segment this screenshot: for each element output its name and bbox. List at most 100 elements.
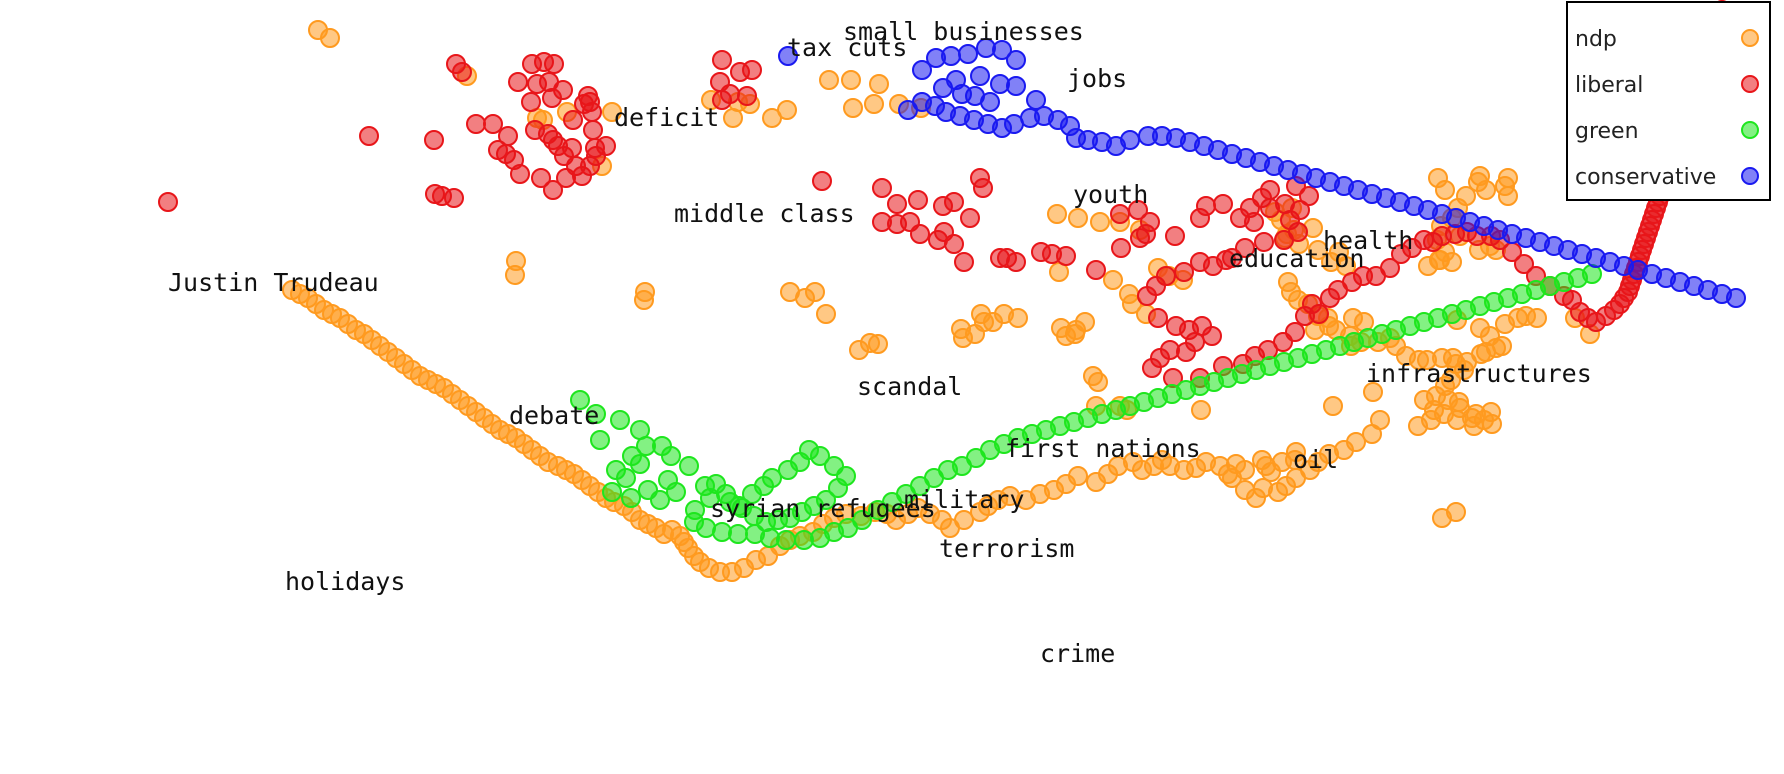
- point-liberal-20: [531, 168, 551, 188]
- point-ndp-81: [1498, 186, 1518, 206]
- point-liberal-5: [508, 72, 528, 92]
- legend-label-conservative: conservative: [1575, 165, 1716, 190]
- point-ndp-70: [1256, 456, 1276, 476]
- point-ndp-14: [723, 108, 743, 128]
- point-green-50: [776, 530, 796, 550]
- point-conservative-4: [958, 44, 978, 64]
- point-ndp-108: [1449, 392, 1469, 412]
- point-liberal-29: [563, 110, 583, 130]
- annotation-5: middle class: [674, 199, 855, 228]
- point-liberal-75: [1086, 260, 1106, 280]
- point-liberal-95: [1244, 212, 1264, 232]
- point-ndp-74: [1363, 382, 1383, 402]
- point-conservative-10: [970, 66, 990, 86]
- point-conservative-12: [1006, 76, 1026, 96]
- point-green-4: [590, 430, 610, 450]
- point-green-10: [650, 490, 670, 510]
- point-liberal-55: [872, 178, 892, 198]
- point-ndp-9: [505, 265, 525, 285]
- point-liberal-1: [452, 62, 472, 82]
- annotation-1: tax cuts: [787, 33, 907, 62]
- point-ndp-20: [869, 74, 889, 94]
- point-ndp-43: [1047, 204, 1067, 224]
- point-ndp-49: [1103, 270, 1123, 290]
- point-liberal-129: [1302, 294, 1322, 314]
- point-conservative-77: [1726, 288, 1746, 308]
- point-ndp-31: [868, 334, 888, 354]
- point-ndp-131: [1308, 240, 1328, 260]
- point-conservative-16: [980, 92, 1000, 112]
- point-liberal-38: [585, 138, 605, 158]
- point-liberal-39: [359, 126, 379, 146]
- point-liberal-80: [1111, 238, 1131, 258]
- point-green-17: [661, 446, 681, 466]
- point-liberal-147: [1514, 254, 1534, 274]
- annotation-17: holidays: [285, 567, 405, 596]
- point-ndp-166: [1408, 416, 1428, 436]
- point-liberal-52: [812, 171, 832, 191]
- point-liberal-51: [712, 90, 732, 110]
- point-liberal-82: [1165, 226, 1185, 246]
- point-ndp-11: [634, 290, 654, 310]
- point-conservative-0: [778, 46, 798, 66]
- point-conservative-3: [941, 46, 961, 66]
- point-ndp-118: [1435, 180, 1455, 200]
- point-ndp-97: [1527, 308, 1547, 328]
- point-ndp-201: [970, 502, 990, 522]
- point-liberal-63: [954, 252, 974, 272]
- point-liberal-40: [158, 192, 178, 212]
- point-liberal-37: [566, 156, 586, 176]
- annotation-4: youth: [1073, 180, 1148, 209]
- point-liberal-28: [583, 120, 603, 140]
- point-ndp-63: [1191, 400, 1211, 420]
- point-green-55: [852, 510, 872, 530]
- point-liberal-135: [1380, 258, 1400, 278]
- point-liberal-67: [910, 224, 930, 244]
- point-ndp-277: [282, 280, 302, 300]
- point-ndp-168: [1362, 424, 1382, 444]
- annotation-9: infrastructures: [1366, 359, 1592, 388]
- point-ndp-37: [1008, 308, 1028, 328]
- annotation-8: Justin Trudeau: [168, 268, 379, 297]
- annotation-15: syrian refugees: [710, 494, 936, 523]
- point-liberal-18: [488, 140, 508, 160]
- point-ndp-158: [1486, 338, 1506, 358]
- point-ndp-157: [1454, 360, 1474, 380]
- point-green-42: [700, 488, 720, 508]
- point-ndp-115: [1498, 168, 1518, 188]
- point-liberal-54: [970, 168, 990, 188]
- point-liberal-85: [1213, 194, 1233, 214]
- point-liberal-74: [1056, 246, 1076, 266]
- point-liberal-81: [1136, 224, 1156, 244]
- point-ndp-114: [1446, 502, 1466, 522]
- point-liberal-98: [1274, 230, 1294, 250]
- point-liberal-47: [742, 60, 762, 80]
- point-liberal-100: [1235, 238, 1255, 258]
- annotation-14: military: [904, 485, 1024, 514]
- point-liberal-43: [444, 188, 464, 208]
- point-ndp-36: [983, 312, 1003, 332]
- legend: ndp liberal green conservative: [1566, 1, 1771, 201]
- point-ndp-121: [1418, 256, 1438, 276]
- point-ndp-192: [1086, 472, 1106, 492]
- annotation-18: crime: [1040, 639, 1115, 668]
- annotation-16: terrorism: [939, 534, 1074, 563]
- point-liberal-57: [908, 190, 928, 210]
- point-green-32: [828, 478, 848, 498]
- point-liberal-19: [510, 164, 530, 184]
- annotation-2: jobs: [1067, 64, 1127, 93]
- annotation-12: first nations: [1005, 434, 1201, 463]
- legend-marker-liberal: [1741, 75, 1759, 93]
- point-ndp-44: [1068, 208, 1088, 228]
- point-green-8: [621, 488, 641, 508]
- point-ndp-19: [841, 70, 861, 90]
- point-green-7: [602, 482, 622, 502]
- point-liberal-49: [710, 72, 730, 92]
- legend-label-green: green: [1575, 119, 1639, 144]
- point-liberal-104: [1190, 252, 1210, 272]
- point-green-2: [610, 410, 630, 430]
- point-liberal-14: [483, 114, 503, 134]
- point-liberal-109: [1148, 308, 1168, 328]
- point-liberal-99: [1254, 232, 1274, 252]
